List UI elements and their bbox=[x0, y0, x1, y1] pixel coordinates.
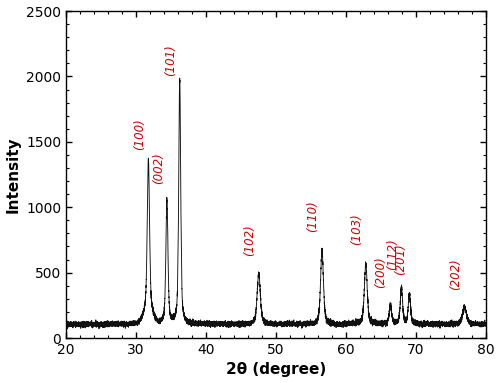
Text: (102): (102) bbox=[244, 224, 256, 255]
Text: (002): (002) bbox=[152, 152, 165, 184]
Text: (110): (110) bbox=[306, 200, 320, 232]
X-axis label: 2θ (degree): 2θ (degree) bbox=[226, 362, 326, 377]
Text: (202): (202) bbox=[449, 258, 462, 290]
Text: (112): (112) bbox=[386, 238, 399, 270]
Text: (200): (200) bbox=[374, 257, 387, 288]
Text: (101): (101) bbox=[164, 45, 177, 77]
Text: (103): (103) bbox=[350, 213, 363, 245]
Y-axis label: Intensity: Intensity bbox=[6, 136, 20, 213]
Text: (201): (201) bbox=[394, 244, 407, 275]
Text: (100): (100) bbox=[133, 118, 146, 150]
